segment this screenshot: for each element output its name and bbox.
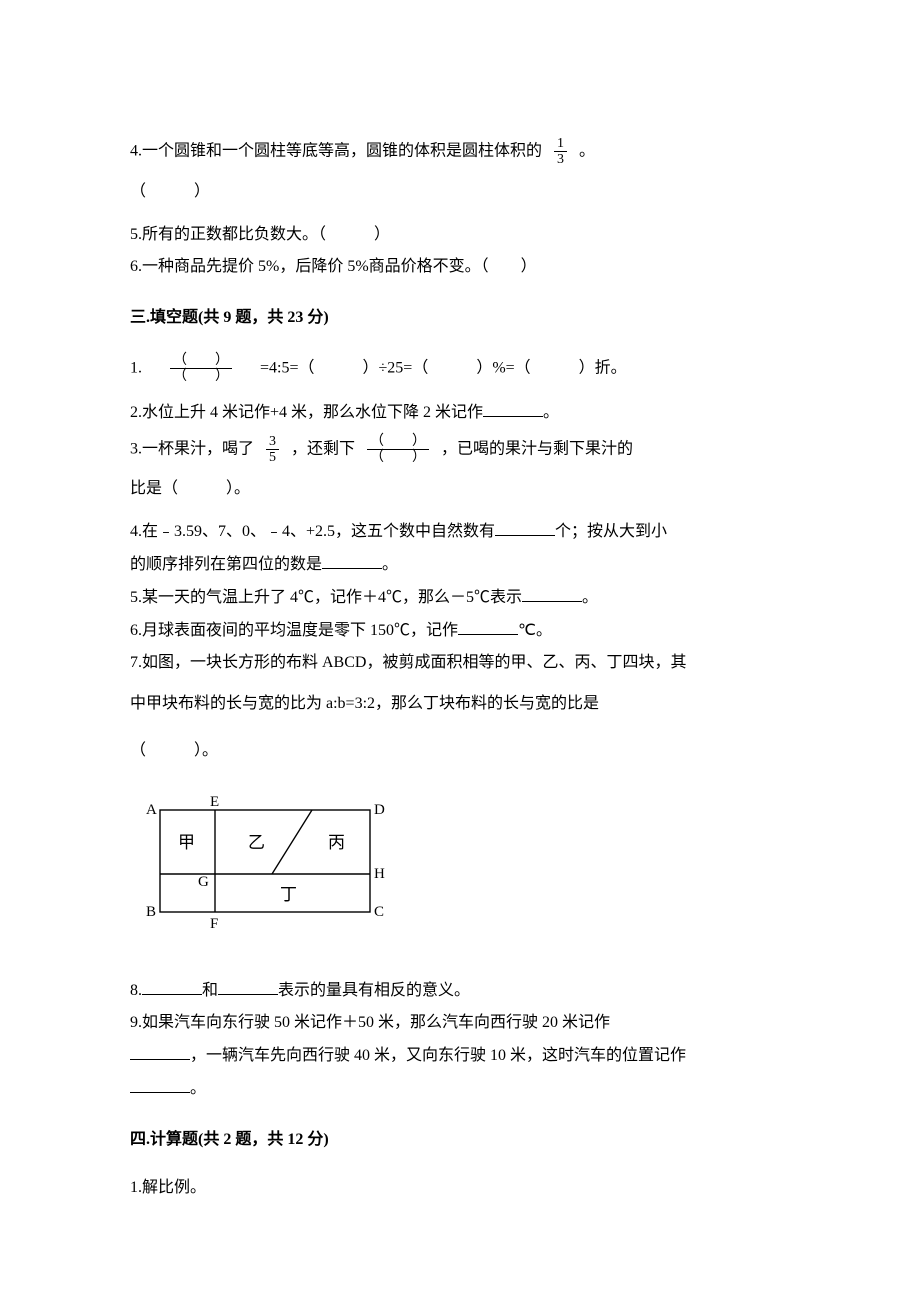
- fill-q2-blank: [483, 401, 543, 417]
- rectangle-diagram: A B C D E F G H 甲 乙 丙 丁: [140, 792, 790, 943]
- fill-q3-f2-num: （ ）: [367, 434, 429, 450]
- section3-title: 三.填空题(共 9 题，共 23 分): [130, 304, 790, 333]
- fill-q3-f1-den: 5: [266, 450, 279, 465]
- fill-q5-b: 。: [582, 589, 598, 606]
- fill-q4-c: 的顺序排列在第四位的数是: [130, 556, 322, 573]
- q4-frac-den: 3: [554, 152, 567, 167]
- fill-q2-after: 。: [543, 404, 559, 421]
- fill-q3-f1-num: 3: [266, 434, 279, 450]
- fill-q3-f2-den: （ ）: [367, 450, 429, 465]
- fill-q4-b: 个；按从大到小: [555, 523, 667, 540]
- fill-q6-b: ℃。: [518, 622, 552, 639]
- label-B: B: [146, 904, 156, 920]
- fill-q3: 3.一杯果汁，喝了 3 5 ，还剩下 （ ） （ ） ，已喝的果汁与剩下果汁的: [130, 434, 790, 466]
- fill-q1: 1. （ ） （ ） =4:5=（ ）÷25=（ ）%=（ ）折。: [130, 353, 790, 385]
- fill-q9-blank2: [130, 1077, 190, 1093]
- fill-q2: 2.水位上升 4 米记作+4 米，那么水位下降 2 米记作 。: [130, 399, 790, 428]
- label-H: H: [374, 866, 385, 882]
- fill-q3-c: ，已喝的果汁与剩下果汁的: [441, 440, 633, 457]
- section4-title: 四.计算题(共 2 题，共 12 分): [130, 1126, 790, 1155]
- fill-q6-a: 6.月球表面夜间的平均温度是零下 150℃，记作: [130, 622, 458, 639]
- fill-q7-line3: （ ）。: [130, 737, 790, 766]
- region-ding: 丁: [280, 885, 297, 904]
- region-jia: 甲: [178, 833, 195, 852]
- diagram-svg: A B C D E F G H 甲 乙 丙 丁: [140, 792, 385, 932]
- q4-text-before: 4.一个圆锥和一个圆柱等底等高，圆锥的体积是圆柱体积的: [130, 143, 542, 160]
- fill-q4-blank1: [495, 520, 555, 536]
- fill-q3-frac1: 3 5: [266, 434, 279, 466]
- fill-q8-a: 8.: [130, 982, 142, 999]
- fill-q8-blank2: [218, 979, 278, 995]
- label-A: A: [146, 802, 157, 818]
- label-G: G: [198, 874, 209, 890]
- q4-paren-line: （ ）: [130, 178, 790, 207]
- fill-q3-d: 比是（ ）。: [130, 480, 250, 497]
- fill-q5-a: 5.某一天的气温上升了 4℃，记作＋4℃，那么－5℃表示: [130, 589, 522, 606]
- label-D: D: [374, 802, 385, 818]
- fill-q7-line2: 中甲块布料的长与宽的比为 a:b=3:2，那么丁块布料的长与宽的比是: [130, 690, 790, 719]
- region-yi: 乙: [248, 833, 265, 852]
- fill-q1-den: （ ）: [170, 369, 232, 384]
- judge-q6: 6.一种商品先提价 5%，后降价 5%商品价格不变。（ ）: [130, 253, 790, 282]
- fill-q3-frac2: （ ） （ ）: [367, 434, 429, 466]
- fill-q4: 4.在﹣3.59、7、0、﹣4、+2.5，这五个数中自然数有 个；按从大到小: [130, 518, 790, 547]
- fill-q9-line2: ，一辆汽车先向西行驶 40 米，又向东行驶 10 米，这时汽车的位置记作: [130, 1042, 790, 1071]
- fill-q6: 6.月球表面夜间的平均温度是零下 150℃，记作 ℃。: [130, 617, 790, 646]
- calc-q1: 1.解比例。: [130, 1174, 790, 1203]
- q4-text-after: 。: [579, 143, 595, 160]
- fill-q7-line1: 7.如图，一块长方形的布料 ABCD，被剪成面积相等的甲、乙、丙、丁四块，其: [130, 649, 790, 678]
- fill-q4-d: 。: [382, 556, 398, 573]
- judge-q5: 5.所有的正数都比负数大。（ ）: [130, 221, 790, 250]
- fill-q1-fraction: （ ） （ ）: [170, 353, 232, 385]
- fill-q9-line3: 。: [130, 1075, 790, 1104]
- q4-paren: （ ）: [130, 183, 210, 200]
- fill-q2-before: 2.水位上升 4 米记作+4 米，那么水位下降 2 米记作: [130, 404, 483, 421]
- fill-q8: 8. 和 表示的量具有相反的意义。: [130, 977, 790, 1006]
- fill-q8-c: 表示的量具有相反的意义。: [278, 982, 470, 999]
- fill-q9-line1: 9.如果汽车向东行驶 50 米记作＋50 米，那么汽车向西行驶 20 米记作: [130, 1009, 790, 1038]
- label-E: E: [210, 794, 219, 810]
- fill-q8-b: 和: [202, 982, 218, 999]
- fill-q3-line2: 比是（ ）。: [130, 475, 790, 504]
- judge-q4: 4.一个圆锥和一个圆柱等底等高，圆锥的体积是圆柱体积的 1 3 。: [130, 136, 790, 168]
- fill-q4-line2: 的顺序排列在第四位的数是 。: [130, 551, 790, 580]
- fill-q1-prefix: 1.: [130, 360, 158, 377]
- fill-q9-c: 。: [190, 1080, 206, 1097]
- q4-fraction: 1 3: [554, 136, 567, 168]
- label-C: C: [374, 904, 384, 920]
- fill-q3-b: ，还剩下: [291, 440, 355, 457]
- label-F: F: [210, 916, 218, 932]
- fill-q4-blank2: [322, 553, 382, 569]
- fill-q4-a: 4.在﹣3.59、7、0、﹣4、+2.5，这五个数中自然数有: [130, 523, 495, 540]
- fill-q1-num: （ ）: [170, 353, 232, 369]
- fill-q9-blank1: [130, 1044, 190, 1060]
- fill-q6-blank: [458, 619, 518, 635]
- fill-q1-mid: =4:5=（ ）÷25=（ ）%=（ ）折。: [244, 360, 627, 377]
- fill-q5: 5.某一天的气温上升了 4℃，记作＋4℃，那么－5℃表示 。: [130, 584, 790, 613]
- region-bing: 丙: [328, 833, 345, 852]
- fill-q8-blank1: [142, 979, 202, 995]
- fill-q3-a: 3.一杯果汁，喝了: [130, 440, 254, 457]
- fill-q5-blank: [522, 586, 582, 602]
- fill-q9-b: ，一辆汽车先向西行驶 40 米，又向东行驶 10 米，这时汽车的位置记作: [190, 1047, 686, 1064]
- q4-frac-num: 1: [554, 136, 567, 152]
